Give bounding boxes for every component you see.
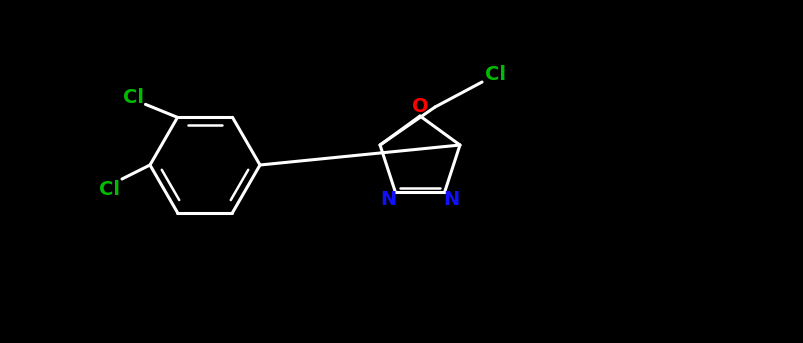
Text: Cl: Cl	[100, 179, 120, 199]
Text: N: N	[443, 190, 459, 210]
Text: N: N	[380, 190, 396, 210]
Text: Cl: Cl	[484, 64, 505, 84]
Text: O: O	[411, 96, 428, 116]
Text: Cl: Cl	[123, 88, 144, 107]
